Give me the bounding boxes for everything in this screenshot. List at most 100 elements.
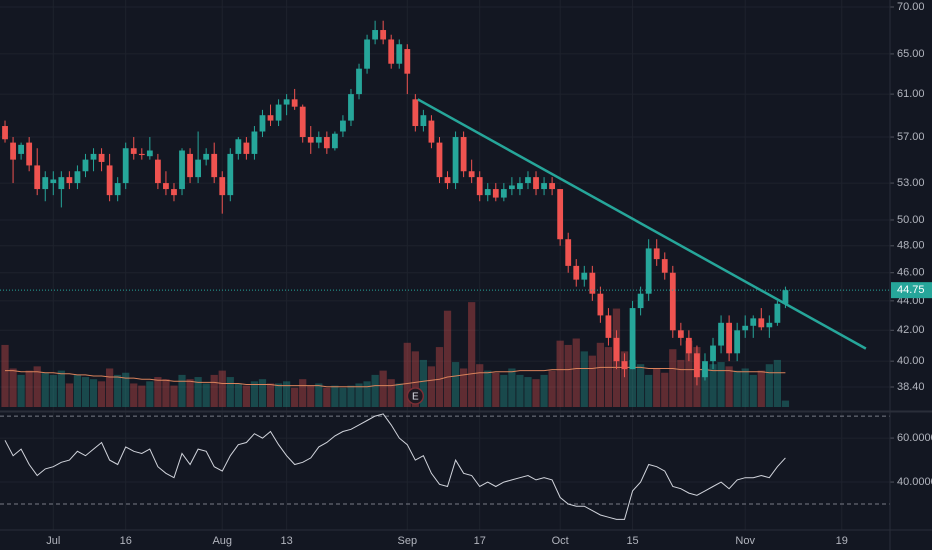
- volume-bar: [154, 377, 162, 407]
- volume-bar: [484, 370, 492, 407]
- volume-bar: [323, 387, 331, 407]
- volume-bar: [443, 310, 452, 407]
- y-tick-label: 42.00: [897, 324, 925, 336]
- rsi-line: [4, 413, 786, 520]
- candle-body: [307, 137, 314, 143]
- rsi-tick-label: 40.0000: [897, 476, 932, 488]
- volume-bar: [114, 374, 122, 407]
- volume-bar: [105, 368, 114, 407]
- candle-body: [122, 148, 129, 184]
- volume-bar: [33, 366, 41, 407]
- volume-bar: [669, 349, 677, 407]
- volume-bar: [636, 364, 645, 407]
- candle-body: [299, 106, 306, 138]
- candle-body: [227, 153, 234, 196]
- candle-body: [653, 248, 660, 260]
- volume-bar: [781, 400, 790, 407]
- candle-body: [211, 153, 218, 178]
- y-tick-label: 65.00: [897, 48, 925, 60]
- candle-body: [460, 137, 467, 172]
- candle-body: [106, 165, 113, 196]
- candle-body: [364, 39, 370, 69]
- candle-body: [412, 99, 419, 127]
- volume-bar: [468, 302, 476, 407]
- candle-body: [476, 177, 483, 196]
- volume-bar: [9, 368, 17, 407]
- candle-body: [114, 183, 121, 196]
- candle-body: [348, 94, 354, 121]
- candle-body: [742, 325, 749, 331]
- candle-body: [138, 153, 145, 156]
- candle-body: [2, 126, 8, 140]
- volume-bar: [580, 351, 588, 407]
- volume-bar: [459, 368, 468, 407]
- volume-bar: [258, 379, 267, 407]
- candle-body: [782, 290, 789, 304]
- candle-body: [541, 183, 547, 190]
- candle-body: [669, 272, 676, 331]
- volume-bar: [234, 383, 242, 407]
- volume-bar: [749, 374, 757, 407]
- volume-bar: [564, 344, 572, 407]
- candle-body: [163, 183, 169, 190]
- volume-bar: [178, 374, 186, 407]
- candle-body: [98, 153, 105, 162]
- event-marker: [406, 387, 425, 405]
- candle-body: [597, 293, 604, 316]
- x-tick-label: 16: [120, 535, 132, 547]
- volume-bar: [620, 351, 629, 407]
- candle-body: [484, 189, 491, 196]
- candle-body: [774, 303, 781, 323]
- volume-bar: [427, 366, 436, 407]
- volume-bar: [411, 351, 419, 407]
- candle-body: [251, 131, 258, 154]
- volume-bar: [556, 340, 564, 407]
- x-tick-label: 17: [474, 535, 486, 547]
- volume-bar: [299, 379, 307, 407]
- candle-body: [34, 165, 41, 190]
- candle-body: [74, 171, 81, 184]
- volume-bar: [476, 364, 484, 407]
- candle-body: [718, 322, 724, 346]
- rsi-tick-label: 60.0000: [897, 432, 932, 444]
- volume-bar: [717, 362, 725, 407]
- volume-bar: [81, 377, 90, 407]
- volume-bar: [540, 374, 548, 407]
- candle-body: [171, 189, 177, 196]
- volume-bar: [628, 359, 637, 407]
- candle-body: [565, 239, 572, 266]
- candle-body: [694, 353, 700, 378]
- y-tick-label: 46.00: [897, 267, 925, 279]
- volume-bar: [130, 383, 138, 407]
- volume-bar: [604, 347, 613, 407]
- volume-bar: [73, 374, 82, 407]
- candle-body: [508, 185, 515, 190]
- volume-bar: [371, 374, 379, 407]
- volume-bar: [339, 387, 347, 407]
- volume-bar: [387, 379, 395, 407]
- candle-body: [82, 159, 89, 172]
- volume-bar: [395, 383, 403, 407]
- candle-body: [396, 44, 403, 64]
- candle-body: [428, 120, 435, 143]
- volume-bar: [701, 368, 709, 407]
- candle-body: [372, 30, 379, 40]
- volume-bar: [725, 366, 733, 407]
- volume-bar: [194, 377, 202, 407]
- volume-bar: [49, 374, 57, 407]
- candle-body: [203, 153, 210, 160]
- candle-body: [517, 183, 523, 190]
- volume-bar: [653, 368, 661, 407]
- candle-body: [500, 189, 507, 198]
- volume-bar: [403, 342, 411, 407]
- volume-bar: [89, 379, 98, 407]
- x-tick-label: 15: [626, 535, 638, 547]
- candle-body: [179, 150, 185, 190]
- candle-body: [629, 308, 636, 370]
- y-tick-label: 50.00: [897, 214, 925, 226]
- volume-bar: [661, 372, 669, 407]
- x-tick-label: Oct: [552, 535, 569, 547]
- candle-body: [525, 177, 531, 184]
- candle-body: [146, 150, 153, 157]
